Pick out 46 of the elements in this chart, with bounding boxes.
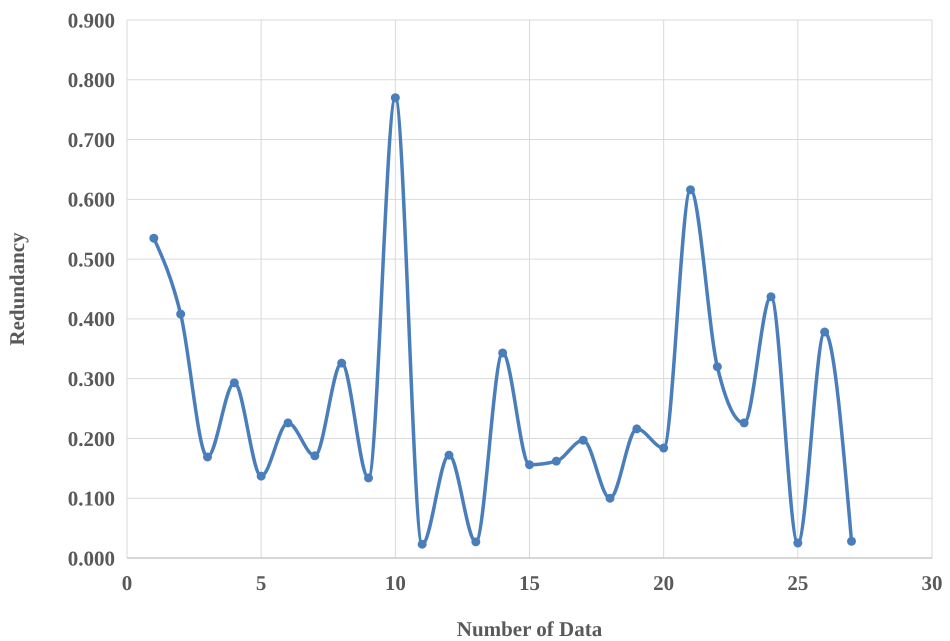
point <box>847 536 856 546</box>
y-tick-label: 0.100 <box>68 486 115 511</box>
point <box>310 451 320 460</box>
point <box>820 328 830 337</box>
point <box>284 418 292 428</box>
x-tick-label: 0 <box>122 571 132 595</box>
x-tick-label: 20 <box>653 571 674 595</box>
point <box>659 444 668 453</box>
point <box>552 456 561 466</box>
point <box>498 348 508 358</box>
y-tick-label: 0.600 <box>68 188 115 212</box>
point <box>418 540 427 549</box>
point <box>632 424 642 434</box>
point <box>203 452 212 462</box>
y-tick-label: 0.900 <box>68 8 115 32</box>
y-tick-label: 0.700 <box>68 128 115 152</box>
point <box>256 472 266 481</box>
x-tick-label: 30 <box>922 571 942 595</box>
y-tick-label: 0.800 <box>68 68 115 92</box>
y-tick-label: 0.000 <box>68 546 115 570</box>
point <box>230 378 239 388</box>
y-tick-label: 0.400 <box>68 307 115 332</box>
y-tick-label: 0.500 <box>68 247 115 272</box>
point <box>149 234 158 243</box>
point <box>740 418 749 428</box>
point <box>337 358 346 368</box>
point <box>525 460 534 470</box>
y-tick-label: 0.200 <box>68 426 115 451</box>
x-tick-label: 15 <box>519 571 540 595</box>
point <box>606 494 614 503</box>
point <box>712 362 722 372</box>
point <box>793 538 802 548</box>
point <box>390 93 400 102</box>
point <box>766 292 776 302</box>
point <box>364 473 373 482</box>
point <box>471 537 480 546</box>
x-tick-label: 10 <box>384 571 406 595</box>
x-tick-label: 5 <box>256 571 266 595</box>
point <box>578 436 588 445</box>
point <box>686 185 695 194</box>
point <box>444 450 454 460</box>
x-tick-label: 25 <box>787 571 808 595</box>
x-axis-title: Number of Data <box>456 617 603 641</box>
point <box>176 310 186 319</box>
y-axis-title: Redundancy <box>5 232 29 346</box>
y-tick-label: 0.300 <box>68 367 115 392</box>
